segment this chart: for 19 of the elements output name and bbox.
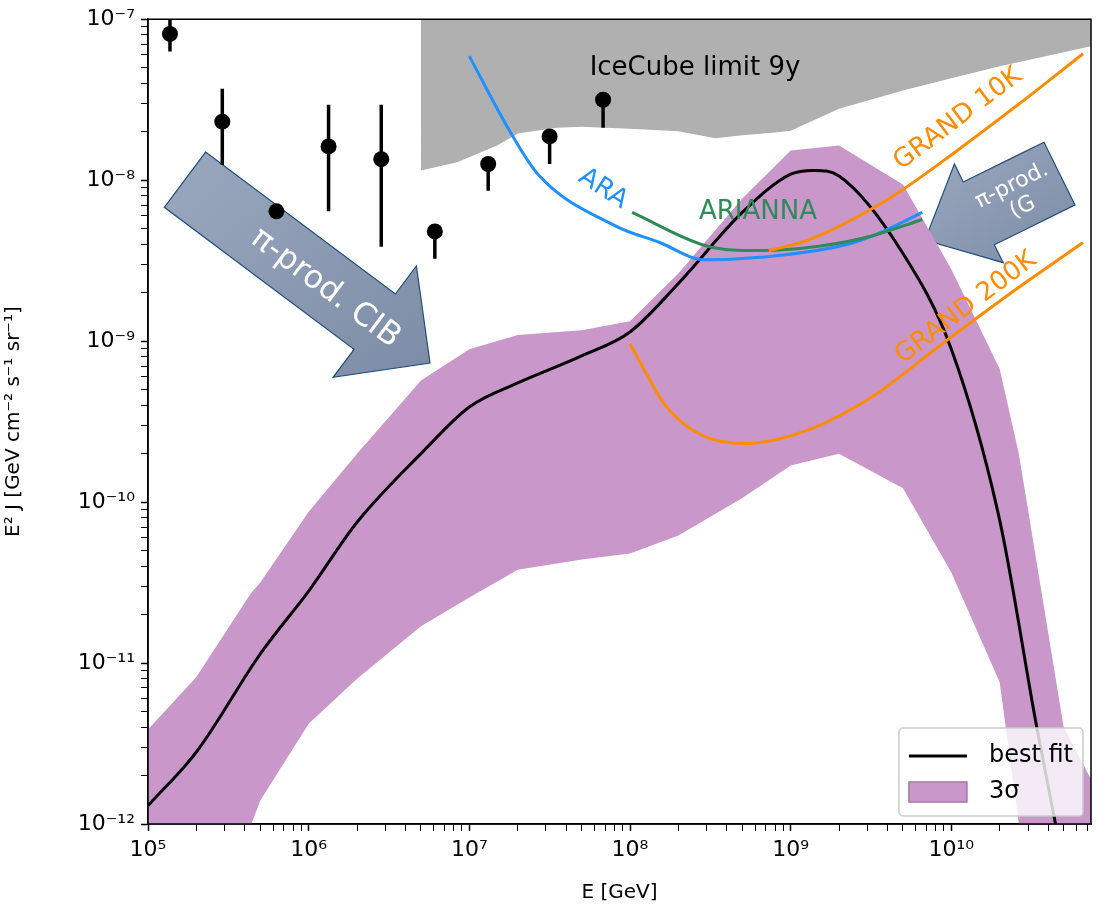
y-tick-label: 10⁻⁹	[86, 326, 135, 352]
x-tick-label: 10⁸	[611, 835, 649, 861]
annotation: IceCube limit 9y	[589, 50, 801, 81]
x-tick-label: 10⁹	[772, 835, 810, 861]
y-tick-label: 10⁻¹¹	[77, 648, 135, 674]
y-axis-title: E² J [GeV cm⁻² s⁻¹ sr⁻¹]	[0, 306, 25, 537]
y-tick-label: 10⁻⁸	[86, 165, 136, 191]
x-tick-label: 10⁷	[450, 835, 488, 861]
legend-label: 3σ	[988, 776, 1020, 805]
legend-label: best fit	[988, 740, 1074, 769]
x-tick-label: 10⁵	[129, 835, 167, 861]
point	[268, 203, 285, 220]
y-tick-label: 10⁻¹²	[77, 809, 135, 835]
y-tick-label: 10⁻¹⁰	[77, 487, 136, 513]
x-axis-title: E [GeV]	[581, 879, 658, 904]
y-tick-label: 10⁻⁷	[86, 4, 135, 30]
annotation: ARA	[574, 160, 635, 215]
x-tick-label: 10¹⁰	[928, 835, 975, 861]
x-tick-label: 10⁶	[290, 835, 328, 861]
